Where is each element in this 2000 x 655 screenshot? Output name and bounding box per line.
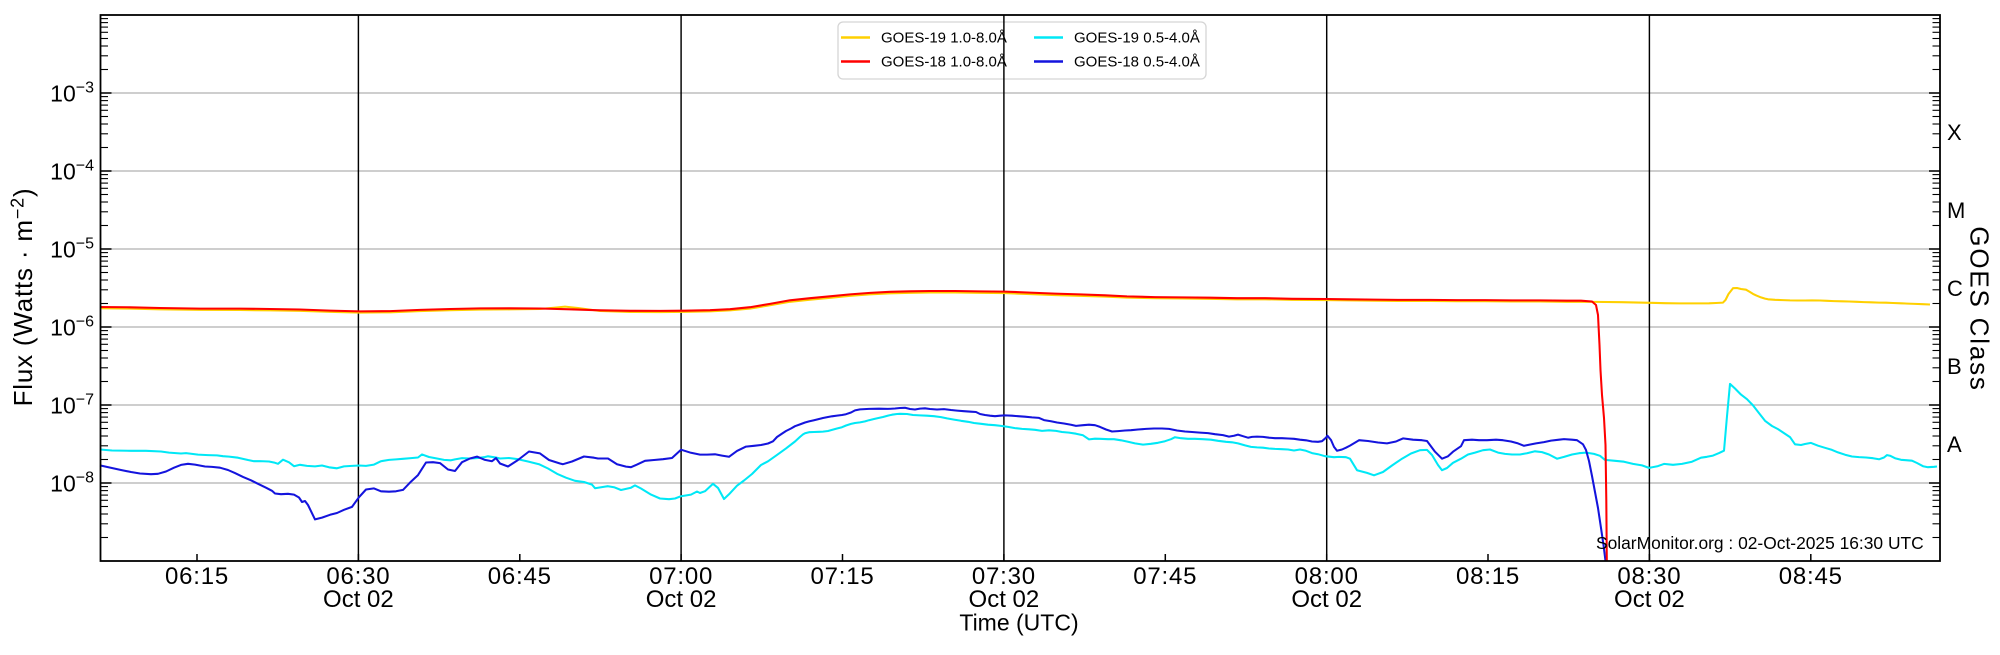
svg-text:07:30: 07:30: [972, 563, 1036, 590]
svg-text:06:15: 06:15: [165, 563, 229, 590]
svg-text:07:00: 07:00: [649, 563, 713, 590]
svg-text:06:30: 06:30: [326, 563, 390, 590]
svg-text:08:45: 08:45: [1779, 563, 1843, 590]
svg-text:08:30: 08:30: [1617, 563, 1681, 590]
svg-text:Flux (Watts · m−2): Flux (Watts · m−2): [8, 188, 39, 407]
svg-text:10−7: 10−7: [50, 392, 94, 419]
svg-text:08:15: 08:15: [1456, 563, 1520, 590]
svg-text:08:00: 08:00: [1295, 563, 1359, 590]
svg-text:GOES-18 1.0-8.0Å: GOES-18 1.0-8.0Å: [881, 54, 1007, 71]
svg-text:GOES-19 1.0-8.0Å: GOES-19 1.0-8.0Å: [881, 30, 1007, 47]
svg-text:Oct 02: Oct 02: [323, 586, 394, 613]
svg-text:Oct 02: Oct 02: [1614, 586, 1685, 613]
svg-text:07:45: 07:45: [1133, 563, 1197, 590]
svg-text:M: M: [1947, 198, 1965, 223]
svg-text:Oct 02: Oct 02: [1291, 586, 1362, 613]
svg-text:GOES-18 0.5-4.0Å: GOES-18 0.5-4.0Å: [1074, 54, 1200, 71]
svg-text:06:45: 06:45: [488, 563, 552, 590]
svg-text:Oct 02: Oct 02: [646, 586, 717, 613]
svg-text:GOES-19 0.5-4.0Å: GOES-19 0.5-4.0Å: [1074, 30, 1200, 47]
svg-text:C: C: [1947, 276, 1963, 301]
svg-text:X: X: [1947, 120, 1962, 145]
svg-text:B: B: [1947, 354, 1962, 379]
svg-text:A: A: [1947, 432, 1962, 457]
svg-text:SolarMonitor.org : 02-Oct-2025: SolarMonitor.org : 02-Oct-2025 16:30 UTC: [1596, 533, 1924, 553]
svg-text:Time (UTC): Time (UTC): [959, 610, 1078, 636]
svg-text:Oct 02: Oct 02: [969, 586, 1040, 613]
svg-text:GOES Class: GOES Class: [1965, 226, 1995, 391]
svg-text:07:15: 07:15: [810, 563, 874, 590]
